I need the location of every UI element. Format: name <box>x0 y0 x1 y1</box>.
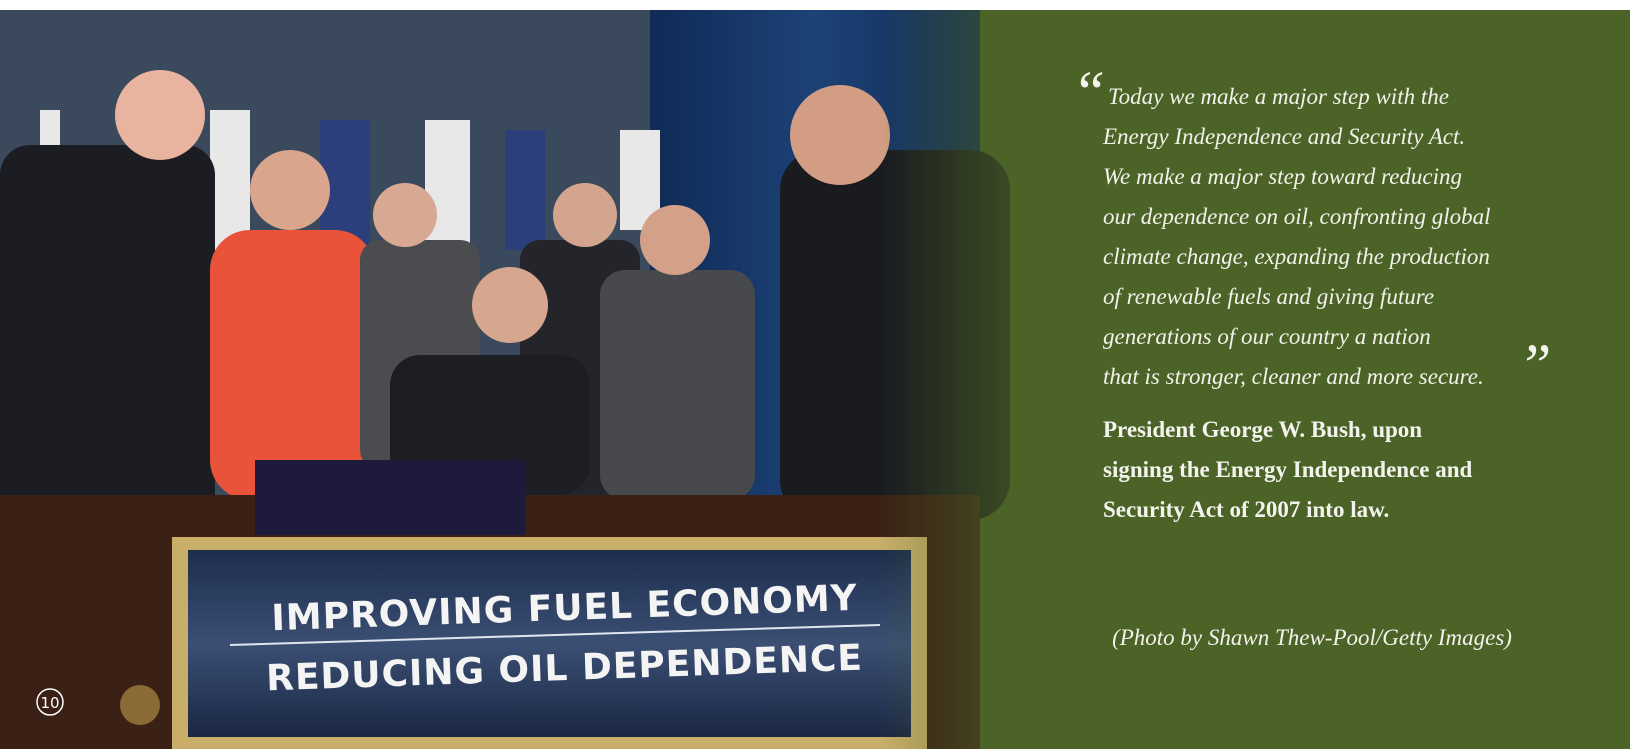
quote-line: that is stronger, cleaner and more secur… <box>1103 364 1484 389</box>
fade <box>880 10 1080 749</box>
top-margin <box>0 0 1630 10</box>
open-quote: “ <box>1072 59 1105 125</box>
attribution-line: President George W. Bush, upon <box>1103 417 1422 442</box>
quote-line: our dependence on oil, confronting globa… <box>1103 204 1491 229</box>
quote-line: of renewable fuels and giving future <box>1103 284 1434 309</box>
quote-line: Today we make a major step with the <box>1108 84 1449 109</box>
sign-rule <box>229 624 881 646</box>
attribution-line: Security Act of 2007 into law. <box>1103 497 1389 522</box>
box <box>255 460 525 535</box>
knob <box>120 685 160 725</box>
close-quote: ” <box>1518 332 1551 398</box>
quote-line: We make a major step toward reducing <box>1103 164 1462 189</box>
quote-line: climate change, expanding the production <box>1103 244 1490 269</box>
quote: Today we make a major step with the Energ… <box>1102 84 1491 389</box>
photo-credit: (Photo by Shawn Thew-Pool/Getty Images) <box>1112 625 1512 650</box>
page-number: 10 <box>40 694 59 712</box>
attribution: President George W. Bush, upon signing th… <box>1103 417 1473 522</box>
attribution-line: signing the Energy Independence and <box>1103 457 1473 482</box>
photo: IMPROVING FUEL ECONOMY REDUCING OIL DEPE… <box>0 10 1630 749</box>
flags <box>40 110 660 260</box>
page-number-circle <box>36 688 64 716</box>
quote-line: generations of our country a nation <box>1103 324 1431 349</box>
quote-line: Energy Independence and Security Act. <box>1102 124 1465 149</box>
